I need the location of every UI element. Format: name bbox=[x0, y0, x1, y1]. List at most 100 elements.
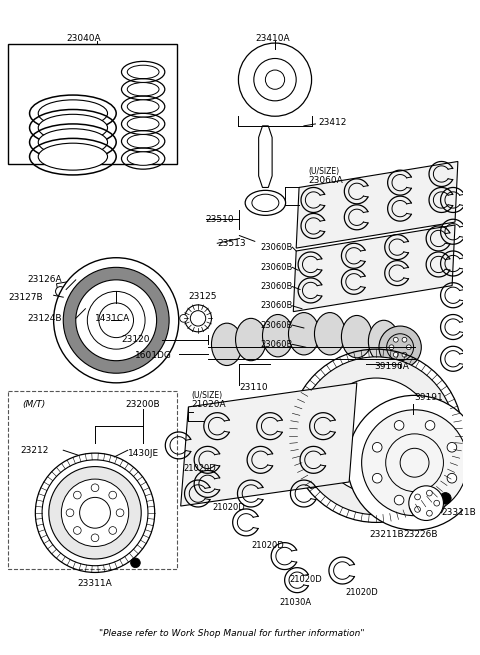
Text: 23060A: 23060A bbox=[309, 176, 344, 185]
Text: 23060B: 23060B bbox=[260, 282, 292, 291]
Circle shape bbox=[66, 509, 74, 517]
Circle shape bbox=[427, 490, 432, 496]
Text: 21030A: 21030A bbox=[280, 598, 312, 607]
Circle shape bbox=[425, 421, 435, 430]
Circle shape bbox=[116, 509, 124, 517]
Circle shape bbox=[407, 345, 411, 350]
Circle shape bbox=[91, 534, 99, 542]
Circle shape bbox=[394, 421, 404, 430]
Text: 21020D: 21020D bbox=[183, 464, 216, 473]
Ellipse shape bbox=[38, 129, 108, 156]
Circle shape bbox=[434, 500, 440, 506]
Circle shape bbox=[76, 280, 156, 361]
Ellipse shape bbox=[127, 100, 159, 113]
Text: 23513: 23513 bbox=[217, 239, 246, 248]
Circle shape bbox=[297, 357, 455, 515]
Text: 23040A: 23040A bbox=[66, 34, 101, 43]
Circle shape bbox=[408, 404, 418, 414]
Ellipse shape bbox=[314, 312, 345, 355]
Text: 23311A: 23311A bbox=[78, 578, 112, 588]
Circle shape bbox=[372, 442, 382, 452]
Text: 1430JE: 1430JE bbox=[128, 449, 159, 458]
Text: 23060B: 23060B bbox=[260, 263, 292, 272]
Circle shape bbox=[254, 58, 296, 101]
Text: 21020D: 21020D bbox=[251, 541, 284, 550]
Text: 23124B: 23124B bbox=[28, 314, 62, 323]
Bar bbox=[8, 390, 177, 569]
Circle shape bbox=[425, 495, 435, 505]
Circle shape bbox=[372, 474, 382, 483]
Ellipse shape bbox=[127, 134, 159, 148]
Text: 23211B: 23211B bbox=[369, 531, 404, 540]
Polygon shape bbox=[296, 162, 458, 248]
Text: 1431CA: 1431CA bbox=[95, 314, 130, 323]
Text: 23110: 23110 bbox=[240, 383, 268, 392]
Ellipse shape bbox=[38, 143, 108, 170]
Circle shape bbox=[131, 558, 140, 568]
Text: 23200B: 23200B bbox=[126, 400, 160, 409]
Circle shape bbox=[109, 491, 117, 499]
Circle shape bbox=[409, 486, 444, 521]
Ellipse shape bbox=[127, 117, 159, 130]
Circle shape bbox=[54, 257, 179, 383]
Ellipse shape bbox=[341, 316, 372, 358]
Circle shape bbox=[63, 267, 169, 373]
Circle shape bbox=[91, 484, 99, 492]
Ellipse shape bbox=[127, 66, 159, 79]
Circle shape bbox=[318, 378, 434, 493]
Circle shape bbox=[73, 527, 81, 534]
Ellipse shape bbox=[127, 83, 159, 96]
Text: 23126A: 23126A bbox=[28, 275, 62, 284]
Ellipse shape bbox=[245, 191, 286, 215]
Ellipse shape bbox=[288, 312, 319, 355]
Text: 21020D: 21020D bbox=[213, 502, 245, 512]
Text: 23410A: 23410A bbox=[256, 34, 290, 43]
Circle shape bbox=[239, 43, 312, 116]
Ellipse shape bbox=[212, 323, 242, 365]
Text: 23127B: 23127B bbox=[8, 293, 43, 302]
Text: "Please refer to Work Shop Manual for further information": "Please refer to Work Shop Manual for fu… bbox=[99, 629, 364, 637]
Polygon shape bbox=[259, 126, 272, 187]
Ellipse shape bbox=[38, 115, 108, 141]
Text: 23412: 23412 bbox=[318, 119, 347, 128]
Bar bbox=[8, 44, 177, 164]
Polygon shape bbox=[293, 225, 455, 312]
Circle shape bbox=[415, 506, 420, 512]
Circle shape bbox=[73, 491, 81, 499]
Text: 23060B: 23060B bbox=[260, 242, 292, 252]
Text: 23510: 23510 bbox=[206, 215, 234, 224]
Circle shape bbox=[56, 287, 65, 296]
Circle shape bbox=[389, 345, 394, 350]
Circle shape bbox=[61, 479, 129, 546]
Circle shape bbox=[440, 493, 451, 504]
Circle shape bbox=[415, 494, 420, 500]
Text: 39191: 39191 bbox=[415, 393, 444, 402]
Circle shape bbox=[394, 352, 398, 357]
Circle shape bbox=[402, 352, 407, 357]
Text: 39190A: 39190A bbox=[374, 362, 409, 371]
Text: 23060B: 23060B bbox=[260, 301, 292, 310]
Bar bbox=[57, 281, 73, 291]
Circle shape bbox=[447, 442, 457, 452]
Circle shape bbox=[361, 410, 468, 515]
Text: 23125: 23125 bbox=[188, 291, 217, 301]
Text: 23060B: 23060B bbox=[260, 340, 292, 349]
Circle shape bbox=[180, 314, 187, 322]
Circle shape bbox=[402, 337, 407, 342]
Circle shape bbox=[427, 510, 432, 516]
Ellipse shape bbox=[263, 314, 293, 357]
Text: 23060B: 23060B bbox=[260, 320, 292, 329]
Circle shape bbox=[49, 466, 141, 559]
Ellipse shape bbox=[38, 100, 108, 127]
Polygon shape bbox=[180, 383, 357, 506]
Text: 23120: 23120 bbox=[121, 335, 149, 344]
Ellipse shape bbox=[127, 152, 159, 165]
Ellipse shape bbox=[236, 318, 266, 361]
Text: (U/SIZE): (U/SIZE) bbox=[191, 391, 222, 400]
Circle shape bbox=[109, 527, 117, 534]
Text: 21020D: 21020D bbox=[345, 588, 378, 597]
Circle shape bbox=[447, 474, 457, 483]
Circle shape bbox=[379, 326, 421, 368]
Text: (M/T): (M/T) bbox=[22, 400, 45, 409]
Ellipse shape bbox=[368, 320, 399, 363]
